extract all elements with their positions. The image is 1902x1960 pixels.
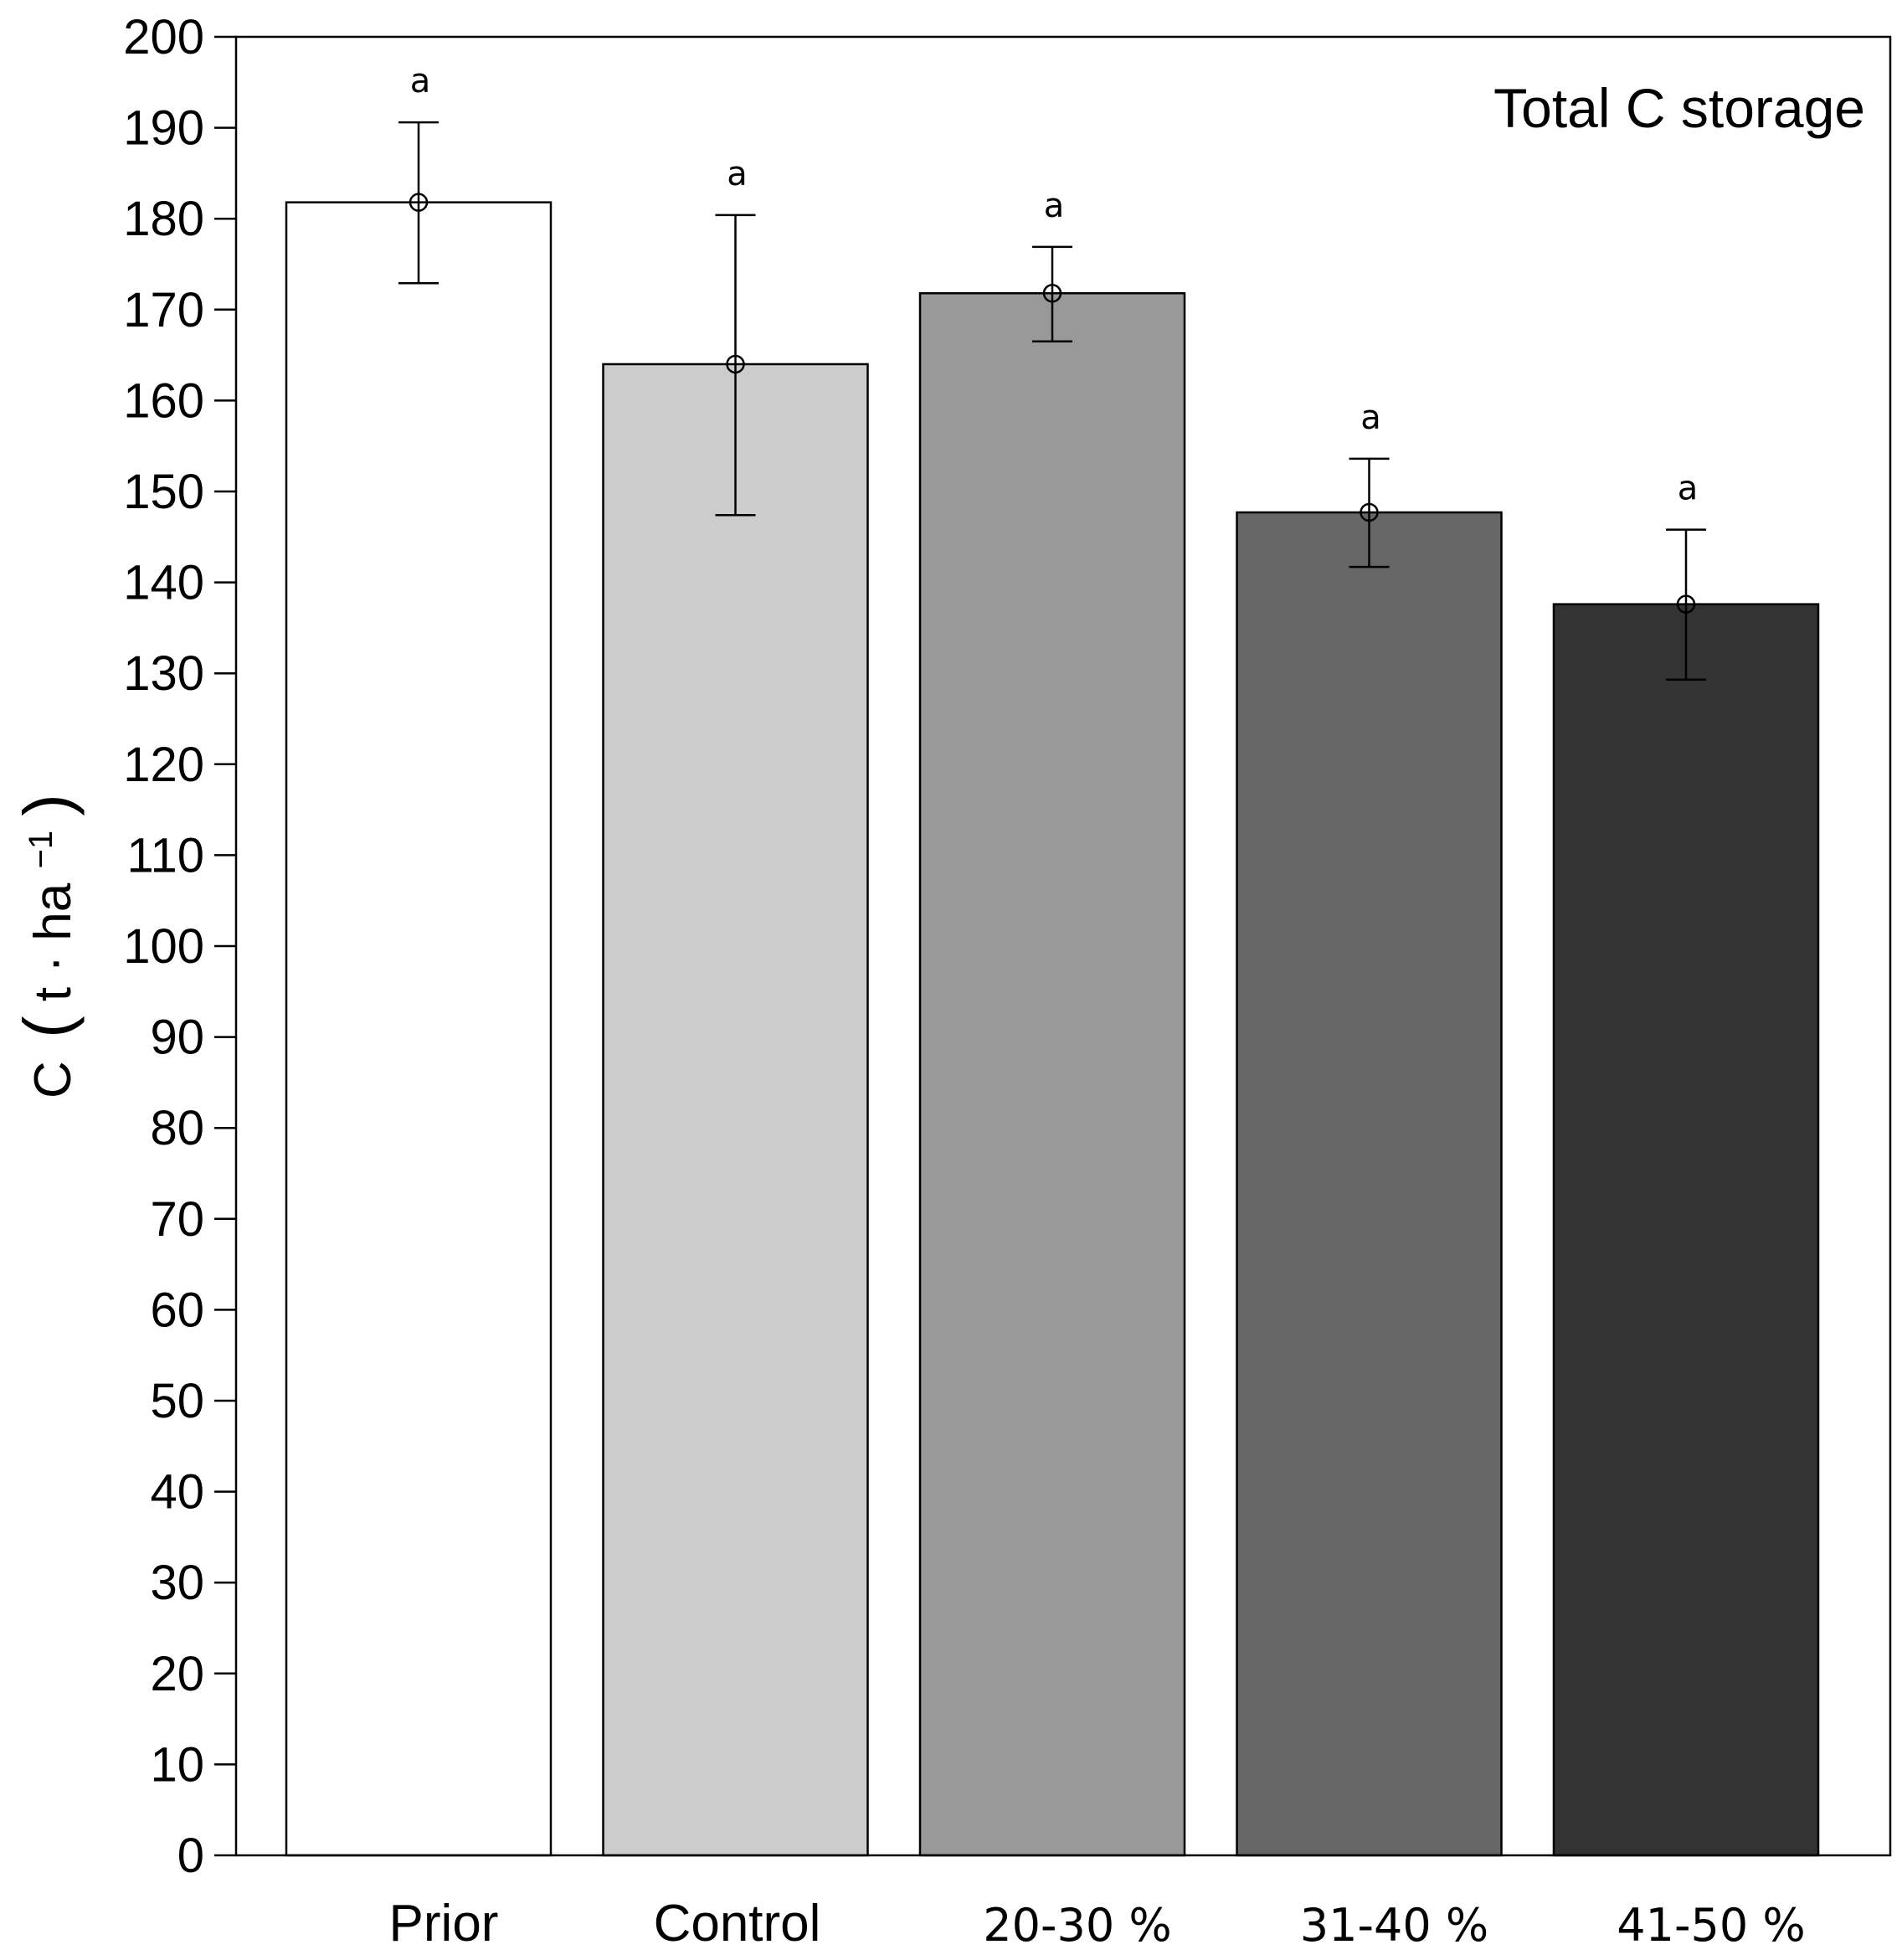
y-tick-label: 40	[150, 1465, 204, 1520]
significance-label: a	[727, 155, 748, 193]
mean-point	[409, 193, 429, 212]
y-tick-label: 140	[123, 556, 204, 610]
significance-label: a	[1678, 470, 1699, 508]
y-axis: 0 10 20 30 40 50 60 70 80 90 100 110 120 130 140 150 160…	[123, 10, 236, 1883]
y-tick-label: 80	[150, 1101, 204, 1155]
y-tick-label: 30	[150, 1556, 204, 1610]
y-tick-label: 60	[150, 1283, 204, 1337]
y-tick-label: 190	[123, 101, 204, 156]
y-tick-label: 150	[123, 465, 204, 519]
y-tick-label: 90	[150, 1011, 204, 1065]
error-bars-layer	[398, 121, 1706, 682]
y-tick-label: 20	[150, 1647, 204, 1701]
y-tick-label: 180	[123, 192, 204, 246]
bar-1	[285, 201, 553, 1857]
bar-4	[1236, 511, 1503, 1857]
mean-point	[1676, 594, 1696, 614]
mean-point	[1042, 284, 1062, 303]
y-tick-label: 130	[123, 646, 204, 701]
y-axis-label-exponent: −1	[23, 831, 59, 869]
significance-letters: a a a a a	[410, 62, 1699, 508]
y-tick-label: 100	[123, 919, 204, 974]
y-tick-label: 160	[123, 373, 204, 428]
x-category-label: Prior	[389, 1895, 499, 1952]
y-tick-label: 70	[150, 1192, 204, 1247]
y-axis-label: C ( t · ha −1 )	[10, 794, 85, 1098]
bars-layer	[285, 201, 1820, 1857]
y-tick-label: 110	[127, 828, 204, 882]
x-axis: Prior Control 20-30 % 31-40 % 41-50 %	[389, 1895, 1806, 1952]
y-tick-label: 50	[150, 1374, 204, 1428]
y-axis-label-close-paren: )	[10, 794, 85, 816]
y-tick-label: 10	[150, 1737, 204, 1792]
x-category-label: 31-40 %	[1300, 1899, 1488, 1952]
x-category-label: Control	[654, 1895, 821, 1952]
significance-label: a	[1360, 399, 1381, 437]
y-tick-label: 0	[177, 1829, 204, 1883]
y-axis-label-main: C	[24, 1061, 82, 1098]
significance-label: a	[1044, 187, 1065, 225]
mean-point	[1360, 502, 1379, 522]
bar-5	[1552, 603, 1820, 1857]
chart-title: Total C storage	[1493, 77, 1865, 139]
significance-label: a	[410, 62, 431, 100]
y-axis-label-unit: t · ha	[24, 882, 82, 1001]
y-tick-label: 120	[123, 738, 204, 792]
x-category-label: 20-30 %	[983, 1899, 1171, 1952]
y-tick-label: 200	[123, 10, 204, 64]
x-category-label: 41-50 %	[1617, 1899, 1805, 1952]
y-axis-label-open-paren: (	[10, 1016, 85, 1038]
bar-2	[602, 363, 869, 1857]
y-tick-label: 170	[123, 283, 204, 337]
bar-3	[918, 292, 1186, 1857]
mean-point	[726, 354, 745, 374]
